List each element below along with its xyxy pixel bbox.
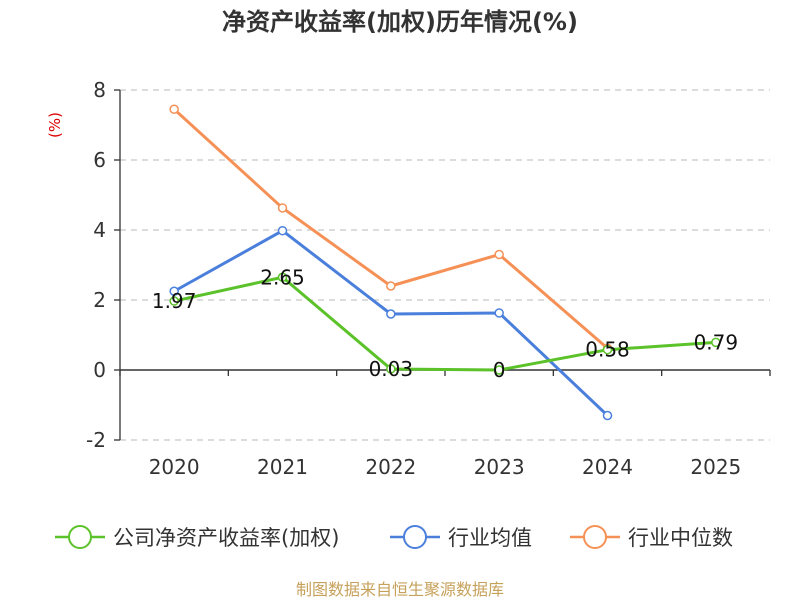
point-1-2021 — [277, 225, 288, 236]
series-layer — [169, 104, 721, 421]
point-2-2021 — [277, 203, 288, 213]
legend-item-1[interactable]: 行业均值 — [390, 525, 532, 550]
point-2-2020 — [169, 104, 179, 114]
series-line-0 — [173, 275, 716, 372]
legend-marker-0 — [68, 525, 92, 549]
x-tick-label-2022: 2022 — [365, 455, 416, 479]
point-0-2024 — [602, 344, 613, 355]
y-tick-label-6: 6 — [93, 148, 106, 172]
point-1-2022 — [386, 309, 396, 319]
data-label-2022: 0.03 — [369, 357, 414, 381]
x-tick-label-2020: 2020 — [149, 455, 200, 479]
data-label-2021: 2.65 — [260, 265, 305, 289]
point-0-2021 — [277, 272, 288, 282]
axes: -2 0 2 4 6 8 2020 2021 2022 2023 2024 2025 — [86, 78, 771, 479]
data-labels: 1.97 2.65 0.03 0 0.58 0.79 — [152, 265, 738, 382]
legend-marker-2 — [583, 525, 607, 549]
legend-item-0[interactable]: 公司净资产收益率(加权) — [55, 525, 339, 550]
point-0-2020 — [169, 296, 179, 306]
point-2-2023 — [494, 249, 504, 260]
data-label-2023: 0 — [493, 358, 506, 382]
y-tick-label-0: 0 — [93, 358, 106, 382]
point-1-2020 — [169, 286, 179, 296]
legend[interactable]: 公司净资产收益率(加权) 行业均值 行业中位数 — [55, 525, 733, 550]
data-label-2024: 0.58 — [585, 338, 630, 362]
point-0-2025 — [711, 337, 721, 348]
series-line-1 — [173, 229, 609, 417]
y-tick-label-8: 8 — [93, 78, 106, 102]
data-label-2025: 0.79 — [694, 330, 739, 354]
legend-label-2: 行业中位数 — [628, 526, 733, 550]
x-tick-label-2025: 2025 — [690, 455, 741, 479]
x-tick-label-2021: 2021 — [257, 455, 308, 479]
y-axis-label: (%) — [46, 112, 64, 138]
x-tick-label-2023: 2023 — [474, 455, 525, 479]
legend-label-1: 行业均值 — [448, 526, 532, 550]
x-tick-label-2024: 2024 — [582, 455, 633, 479]
source-note: 制图数据来自恒生聚源数据库 — [296, 580, 504, 599]
legend-marker-1 — [403, 525, 427, 549]
point-0-2022 — [386, 364, 396, 374]
y-tick-label-4: 4 — [93, 218, 106, 242]
legend-label-0: 公司净资产收益率(加权) — [113, 526, 339, 550]
chart-title: 净资产收益率(加权)历年情况(%) — [222, 8, 578, 36]
point-1-2023 — [494, 308, 504, 318]
data-label-2020: 1.97 — [152, 289, 197, 313]
legend-item-2[interactable]: 行业中位数 — [570, 525, 733, 550]
y-tick-label--2: -2 — [86, 428, 106, 452]
point-1-2024 — [602, 410, 613, 421]
point-2-2022 — [386, 281, 396, 291]
point-0-2023 — [494, 365, 504, 375]
grid-lines — [120, 89, 770, 441]
y-tick-label-2: 2 — [93, 288, 106, 312]
